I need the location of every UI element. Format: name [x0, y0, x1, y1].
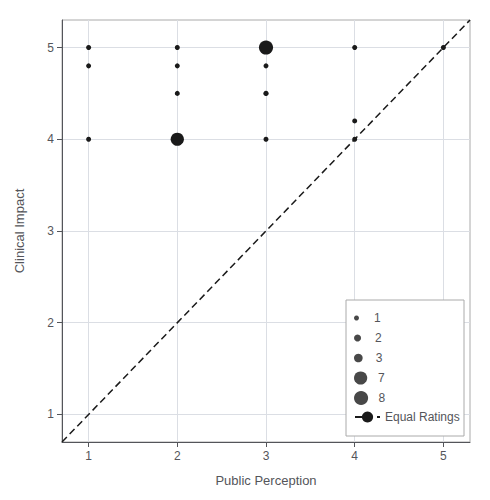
svg-text:5: 5: [440, 449, 447, 463]
svg-text:7: 7: [378, 371, 385, 385]
svg-text:Equal Ratings: Equal Ratings: [385, 410, 460, 424]
svg-text:8: 8: [379, 391, 386, 405]
svg-text:1: 1: [374, 311, 381, 325]
svg-text:2: 2: [375, 331, 382, 345]
svg-text:4: 4: [351, 449, 358, 463]
svg-text:2: 2: [174, 449, 181, 463]
svg-text:Clinical Impact: Clinical Impact: [12, 188, 27, 273]
svg-text:2: 2: [47, 316, 54, 330]
svg-text:5: 5: [47, 41, 54, 55]
svg-text:1: 1: [85, 449, 92, 463]
svg-text:4: 4: [47, 132, 54, 146]
svg-text:3: 3: [263, 449, 270, 463]
svg-text:3: 3: [376, 351, 383, 365]
svg-text:Public Perception: Public Perception: [215, 473, 316, 488]
svg-text:1: 1: [47, 407, 54, 421]
svg-text:3: 3: [47, 224, 54, 238]
